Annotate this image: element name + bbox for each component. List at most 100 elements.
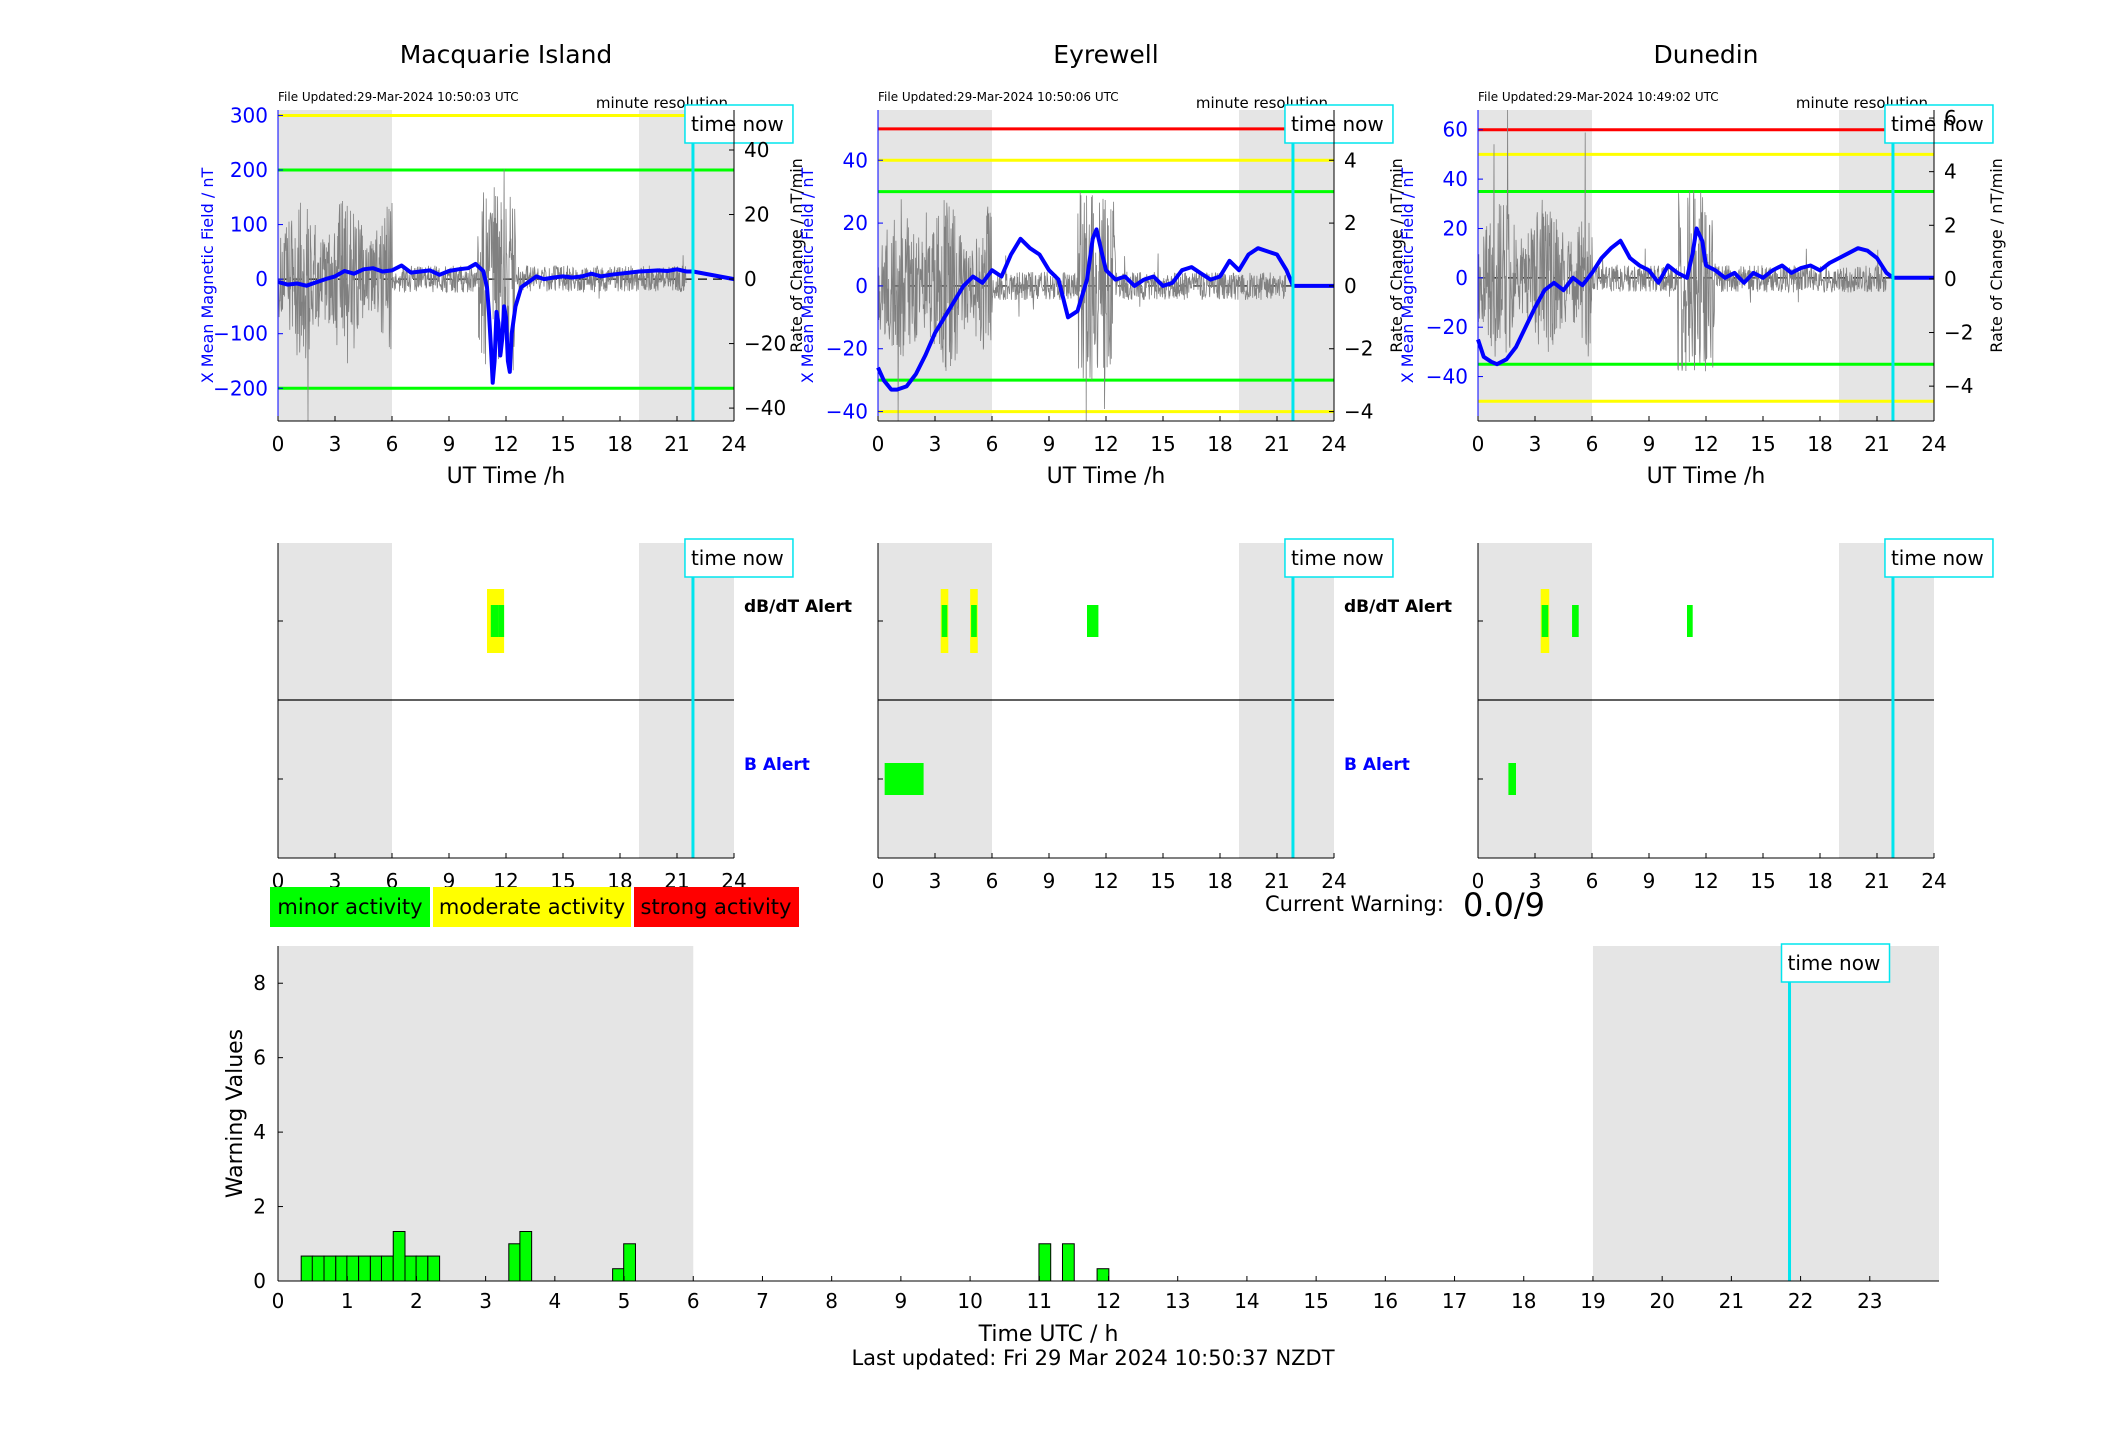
x-tick-label: 15 [1303, 1289, 1328, 1313]
time-now-box [1884, 104, 1994, 144]
x-tick-label: 0 [272, 432, 285, 456]
rate-of-change-line [1477, 109, 1887, 372]
night-shading [1839, 110, 1934, 421]
y2-tick-label: 20 [744, 203, 769, 227]
x-tick-label: 3 [479, 1289, 492, 1313]
y-axis-label: X Mean Magnetic Field / nT [798, 168, 817, 384]
warning-bar [427, 1255, 441, 1282]
y2-tick-label: 40 [744, 138, 769, 162]
time-now-box [1884, 538, 1994, 578]
x-tick-label: 4 [548, 1289, 561, 1313]
rate-of-change-line [277, 168, 687, 422]
warning-bar [508, 1243, 522, 1282]
file-updated-label: File Updated:29-Mar-2024 10:50:03 UTC [278, 90, 519, 104]
y2-axis-label: Rate of Change / nT/min [1987, 158, 2006, 353]
x-tick-label: 15 [1750, 869, 1775, 893]
alert-event-minor [1572, 605, 1579, 637]
x-tick-label: 16 [1373, 1289, 1398, 1313]
station-title: Eyrewell [1053, 40, 1158, 69]
alert-panel-2: time now 0 3 6 9 12 15 18 21 24 dB/dT Alert B Alert [872, 538, 1452, 893]
x-tick-label: 18 [1511, 1289, 1536, 1313]
x-tick-label: 6 [386, 432, 399, 456]
x-tick-label: 12 [1693, 869, 1718, 893]
x-tick-label: 12 [1096, 1289, 1121, 1313]
x-tick-label: 6 [986, 432, 999, 456]
x-tick-label: 19 [1580, 1289, 1605, 1313]
warning-bar [358, 1255, 371, 1282]
x-tick-label: 5 [618, 1289, 631, 1313]
legend-strong-label: strong activity [641, 895, 792, 919]
time-now-label: time now [691, 112, 784, 136]
current-warning-value: 0.0/9 [1463, 886, 1545, 924]
x-tick-label: 9 [443, 432, 456, 456]
b-alert-label: B Alert [744, 755, 810, 775]
activity-legend: minor activity moderate activity strong … [270, 886, 1545, 927]
warning-bar [369, 1255, 383, 1282]
station-panel-1: Macquarie Island File Updated:29-Mar-2024… [198, 40, 806, 489]
x-tick-label: 15 [1150, 869, 1175, 893]
y-tick-label: 300 [230, 103, 268, 127]
time-now-label: time now [1291, 546, 1384, 570]
x-tick-label: 8 [825, 1289, 838, 1313]
alert-event-minor [1687, 605, 1693, 637]
x-tick-label: 18 [607, 432, 632, 456]
dbdt-alert-label: dB/dT Alert [1344, 597, 1452, 617]
legend-minor-label: minor activity [277, 895, 422, 919]
x-tick-label: 9 [1643, 869, 1656, 893]
x-tick-label: 9 [895, 1289, 908, 1313]
y-tick-label: 6 [253, 1046, 266, 1070]
warning-bar [612, 1268, 625, 1282]
legend-strong-swatch [634, 887, 799, 927]
y-tick-label: 100 [230, 213, 268, 237]
alert-event-minor [1508, 763, 1516, 795]
b-alert-label: B Alert [1344, 755, 1410, 775]
warning-bar [335, 1255, 349, 1282]
x-tick-label: 0 [1472, 432, 1485, 456]
alert-panel-3: time now 0 3 6 9 12 15 18 21 24 [1472, 538, 1994, 893]
warning-bar [300, 1255, 314, 1282]
x-tick-label: 1 [341, 1289, 354, 1313]
file-updated-label: File Updated:29-Mar-2024 10:50:06 UTC [878, 90, 1119, 104]
y2-axis-label: Rate of Change / nT/min [1387, 158, 1406, 353]
x-tick-label: 24 [1921, 869, 1946, 893]
x-tick-label: 0 [872, 869, 885, 893]
y2-tick-label: −20 [744, 332, 786, 356]
station-title: Dunedin [1654, 40, 1759, 69]
x-tick-label: 12 [1093, 432, 1118, 456]
legend-moderate-swatch [433, 887, 631, 927]
x-tick-label: 21 [1264, 432, 1289, 456]
x-axis-label: UT Time /h [1647, 464, 1766, 489]
time-now-box [684, 104, 794, 144]
y2-tick-label: 0 [744, 267, 757, 291]
current-warning-label: Current Warning: [1265, 892, 1444, 916]
y-tick-label: 0 [855, 274, 868, 298]
night-shading [278, 946, 694, 1281]
y-tick-label: −100 [213, 322, 268, 346]
y-tick-label: −20 [1426, 315, 1468, 339]
time-now-label: time now [1788, 951, 1881, 975]
y-axis-label: X Mean Magnetic Field / nT [198, 168, 217, 384]
y2-tick-label: 4 [1944, 160, 1957, 184]
time-now-label: time now [1891, 112, 1984, 136]
x-tick-label: 6 [1586, 432, 1599, 456]
y2-tick-label: −4 [1344, 400, 1373, 424]
x-axis-label: UT Time /h [1047, 464, 1166, 489]
x-tick-label: 18 [1207, 869, 1232, 893]
y2-tick-label: −2 [1944, 321, 1973, 345]
y-tick-label: −40 [1426, 365, 1468, 389]
time-now-label: time now [691, 546, 784, 570]
y2-tick-label: 6 [1944, 106, 1957, 130]
y-tick-label: −20 [826, 337, 868, 361]
y-tick-label: 40 [1443, 167, 1468, 191]
station-field-panels: Macquarie Island File Updated:29-Mar-2024… [198, 40, 2006, 489]
y-tick-label: 0 [253, 1269, 266, 1293]
legend-moderate-label: moderate activity [439, 895, 625, 919]
station-title: Macquarie Island [400, 40, 613, 69]
alert-timeline-panels: time now 0 3 6 9 12 15 18 21 24 dB/dT Alert B Alert… [272, 538, 1994, 893]
x-tick-label: 3 [1529, 432, 1542, 456]
x-tick-label: 24 [1321, 869, 1346, 893]
warning-bar [415, 1255, 429, 1282]
y-tick-label: 0 [255, 267, 268, 291]
warning-bar [1096, 1268, 1110, 1282]
